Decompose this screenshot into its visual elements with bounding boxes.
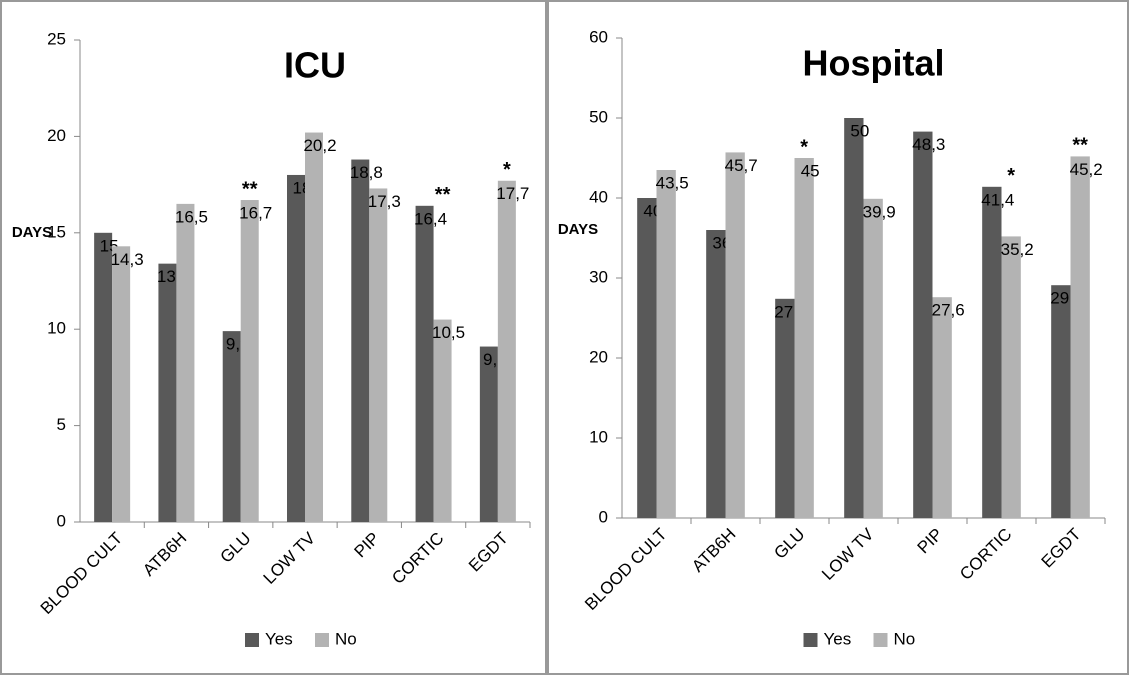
y-axis-label: DAYS (558, 221, 598, 238)
y-tick-label: 30 (589, 267, 608, 286)
legend-label: No (894, 629, 916, 648)
bar (112, 246, 131, 522)
bar (706, 230, 726, 518)
y-tick-label: 0 (599, 507, 608, 526)
y-tick-label: 5 (57, 415, 66, 434)
value-label: 45,7 (725, 156, 758, 175)
x-tick-label: CORTIC (388, 529, 447, 588)
y-tick-label: 15 (47, 222, 66, 241)
significance-mark: * (1007, 165, 1015, 187)
significance-mark: ** (242, 178, 258, 200)
bar (725, 152, 745, 518)
value-label: 43,5 (656, 173, 689, 192)
significance-mark: * (800, 136, 808, 158)
bar (656, 170, 676, 518)
x-tick-label: LOW TV (260, 528, 320, 588)
bar (1070, 156, 1090, 518)
x-tick-label: PIP (914, 525, 947, 558)
bar (94, 232, 113, 523)
legend-label: Yes (824, 629, 852, 648)
y-tick-label: 0 (57, 511, 66, 530)
y-tick-label: 60 (589, 27, 608, 46)
value-label: 18,8 (350, 163, 383, 182)
value-label: 48,3 (912, 135, 945, 154)
bar (794, 158, 814, 518)
x-tick-label: GLU (217, 529, 255, 567)
bar (1001, 236, 1021, 518)
x-tick-label: EGDT (1038, 525, 1085, 572)
value-label: 14,3 (111, 250, 144, 269)
significance-mark: * (503, 159, 511, 181)
x-tick-label: LOW TV (818, 524, 878, 584)
significance-mark: ** (1072, 135, 1088, 157)
bar (433, 319, 452, 522)
panel-border (0, 0, 547, 675)
bar (240, 200, 259, 523)
legend-swatch (803, 633, 818, 647)
legend-label: No (335, 629, 357, 648)
value-label: 16,5 (175, 207, 208, 226)
bar (287, 174, 305, 522)
bar (497, 180, 516, 522)
y-axis-label: DAYS (12, 224, 52, 241)
x-tick-label: PIP (350, 529, 383, 562)
legend-label: Yes (265, 629, 293, 648)
legend-swatch (873, 633, 888, 647)
legend-swatch (315, 633, 329, 647)
value-label: 16,4 (414, 209, 447, 228)
y-tick-label: 10 (47, 319, 66, 338)
bar (305, 132, 323, 522)
value-label: 41,4 (981, 190, 1014, 209)
value-label: 17,7 (496, 184, 529, 203)
bar (369, 188, 388, 522)
y-tick-label: 20 (47, 126, 66, 145)
bar (1051, 285, 1071, 518)
x-tick-label: BLOOD CULT (37, 529, 126, 618)
value-label: 45,2 (1070, 160, 1103, 179)
x-tick-label: CORTIC (956, 525, 1015, 584)
bar (479, 346, 498, 522)
value-label: 39,9 (863, 202, 896, 221)
bar (351, 159, 370, 522)
x-tick-label: EGDT (465, 529, 512, 576)
x-tick-label: ATB6H (139, 529, 190, 580)
bar (176, 203, 195, 522)
value-label: 10,5 (432, 323, 465, 342)
x-tick-label: BLOOD CULT (581, 525, 670, 614)
y-tick-label: 10 (589, 427, 608, 446)
bar (637, 198, 657, 518)
significance-mark: ** (435, 184, 451, 206)
x-tick-label: ATB6H (688, 525, 739, 576)
y-tick-label: 50 (589, 107, 608, 126)
chart-title: ICU (284, 45, 346, 86)
value-label: 50 (850, 121, 869, 140)
bar (222, 331, 241, 522)
bar (932, 297, 952, 518)
bar (982, 186, 1002, 519)
panel-border (547, 0, 1129, 675)
bar (415, 205, 434, 523)
bar (158, 263, 177, 522)
bar (863, 198, 883, 519)
y-tick-label: 20 (589, 347, 608, 366)
y-tick-label: 40 (589, 187, 608, 206)
value-label: 45 (801, 161, 820, 180)
value-label: 16,7 (239, 204, 272, 223)
legend-swatch (245, 633, 259, 647)
bar (844, 118, 864, 518)
x-tick-label: GLU (770, 525, 808, 563)
chart-title: Hospital (802, 43, 944, 84)
value-label: 20,2 (303, 136, 336, 155)
value-label: 27,6 (932, 301, 965, 320)
bar (913, 131, 933, 518)
value-label: 17,3 (368, 192, 401, 211)
y-tick-label: 25 (47, 29, 66, 48)
value-label: 35,2 (1001, 240, 1034, 259)
bar (775, 298, 795, 518)
